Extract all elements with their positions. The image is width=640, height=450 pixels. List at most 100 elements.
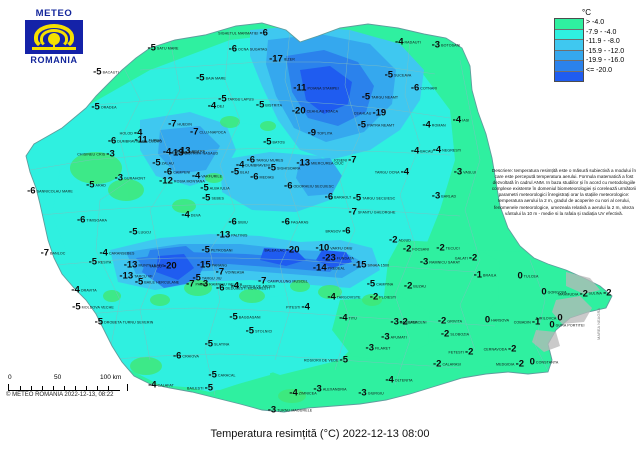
station-marker[interactable]: -4 ZIMNICEA	[289, 388, 316, 398]
station-marker[interactable]: 0 CONSTANTA	[530, 357, 559, 367]
station-marker[interactable]: -4 DUMBRAVENI	[236, 160, 270, 170]
station-marker[interactable]: -5 BAILE HERCULANE	[135, 277, 179, 287]
station-marker[interactable]: -3 AFUMATI	[381, 332, 407, 342]
station-marker[interactable]: -4 CURTEA DE ARGES	[231, 281, 276, 291]
station-marker[interactable]: -9 TOPLITA	[308, 128, 333, 138]
station-marker[interactable]: -6 DUMBRAVITA DE CODRU	[108, 136, 162, 146]
station-marker[interactable]: -1 BRAILA	[474, 270, 497, 280]
station-marker[interactable]: -7 PADES	[186, 279, 208, 289]
station-marker[interactable]: -4 CALAFAT	[148, 380, 174, 390]
station-marker[interactable]: -5 ALBA IULIA	[200, 183, 229, 193]
station-marker[interactable]: -6 DEDULESTI MORARESTI	[216, 283, 270, 293]
station-marker[interactable]: -7 VOINEASA	[216, 267, 245, 277]
station-marker[interactable]: -5 RESITA	[89, 257, 112, 267]
station-marker[interactable]: -2 PLOIESTI	[370, 292, 396, 302]
station-marker[interactable]: -5 BAIA MARE	[196, 73, 226, 83]
station-marker[interactable]: -5 PIATRA NEAMT	[358, 120, 395, 130]
station-marker[interactable]: -3 GURAHONT	[115, 173, 146, 183]
station-marker[interactable]: -7 BANLOC	[41, 248, 66, 258]
station-marker[interactable]: -23 FUNDATA	[322, 253, 354, 263]
station-marker[interactable]: -2 URZICENI	[399, 317, 426, 327]
station-marker[interactable]: -5 MOLDOVA VECHE	[72, 302, 114, 312]
station-marker[interactable]: -6 CRAIOVA	[173, 351, 199, 361]
station-marker[interactable]: -7 SFANTU GHEORGHE	[348, 207, 395, 217]
station-marker[interactable]: -2 CERNAVODA	[484, 344, 517, 354]
station-marker[interactable]: -17 IEZER	[269, 54, 295, 64]
station-marker[interactable]: -5 SUCEAVA	[385, 70, 412, 80]
station-marker[interactable]: -2 MAHMUDIA	[558, 289, 588, 299]
station-marker[interactable]: -2 ADJUD	[389, 235, 411, 245]
station-marker[interactable]: -2 FETESTI	[449, 347, 474, 357]
station-marker[interactable]: -6 CAMPENI	[164, 167, 191, 177]
station-marker[interactable]: -3 BANEASA	[390, 317, 417, 327]
station-marker[interactable]: 0 JURILOVCA	[535, 313, 562, 323]
station-marker[interactable]: -3 RAMNICU SARAT	[420, 257, 460, 267]
station-marker[interactable]: -10 VARFU OMU	[316, 243, 353, 253]
station-marker[interactable]: -4 DEVA	[181, 210, 200, 220]
station-marker[interactable]: -2 GRIVITA	[438, 316, 462, 326]
station-marker[interactable]: -3 FILARET	[366, 343, 391, 353]
station-marker[interactable]: -6 COTNARI	[411, 83, 437, 93]
station-marker[interactable]: -2 SULINA	[588, 288, 611, 298]
station-marker[interactable]: -4 BACAU	[411, 146, 433, 156]
station-marker[interactable]: -5 BACAUTI	[93, 67, 119, 77]
station-marker[interactable]: -5 TARGU NEAMT	[362, 92, 398, 102]
station-marker[interactable]: -5 TARGU JIU	[192, 273, 221, 283]
station-marker[interactable]: -4 ORAVITA	[71, 285, 96, 295]
station-marker[interactable]: -6 FAGARAS	[281, 217, 308, 227]
station-marker[interactable]: -5 ORADEA	[91, 102, 116, 112]
station-marker[interactable]: -3 BOTOSANI	[432, 40, 461, 50]
station-marker[interactable]: -6 ODORHEIU SECUIESC	[284, 181, 334, 191]
station-marker[interactable]: -5 STOLNICI	[246, 326, 273, 336]
station-marker[interactable]: -13 MIERCUREA CIUC	[296, 158, 343, 168]
station-marker[interactable]: -6 SIBIU	[228, 217, 247, 227]
station-marker[interactable]: -4 PITESTI	[286, 302, 310, 312]
station-marker[interactable]: -5 ZALAU	[152, 158, 174, 168]
station-marker[interactable]: -3 VASLUI	[454, 167, 477, 177]
station-marker[interactable]: -5 CARACAL	[208, 370, 235, 380]
station-marker[interactable]: -4 IASI	[453, 115, 470, 125]
station-marker[interactable]: -5 SEBES	[202, 193, 224, 203]
station-marker[interactable]: -4 RADAUTI	[395, 37, 421, 47]
station-marker[interactable]: -13 PALTINIS	[217, 230, 248, 240]
station-marker[interactable]: -5 BISTRITA	[256, 100, 282, 110]
station-marker[interactable]: -13 BISTRITA-NASAUD	[170, 148, 218, 158]
station-marker[interactable]: -5 TARGU LAPUS	[218, 94, 254, 104]
station-marker[interactable]: -14 PREDEAL	[313, 263, 345, 273]
station-marker[interactable]: -5 DROBETA TURNU SEVERIN	[95, 317, 154, 327]
station-marker[interactable]: 0 GURA PORTITEI	[549, 320, 584, 330]
station-marker[interactable]: -1 COBADIN	[514, 317, 541, 327]
station-marker[interactable]: -7 HUEDIN	[168, 119, 192, 129]
station-marker[interactable]: -2 FOCSANI	[403, 244, 429, 254]
station-marker[interactable]: -3 TURNU MAGURELE	[268, 405, 313, 415]
station-marker[interactable]: -15 SINAIA 1500	[353, 260, 389, 270]
station-marker[interactable]: -3 ALEXANDRIA	[313, 384, 346, 394]
station-marker[interactable]: -4 TARGOVISTE	[327, 292, 360, 302]
station-marker[interactable]: -2 MEDGIDIA	[496, 359, 524, 369]
station-marker[interactable]: -6 SANNICOLAU MARE	[27, 186, 73, 196]
station-marker[interactable]: -5 BLAJ	[231, 167, 249, 177]
station-marker[interactable]: -2 SLOBOZIA	[441, 329, 469, 339]
station-marker[interactable]: -2 GALATI	[455, 253, 478, 263]
station-marker[interactable]: -5 LUGOJ	[129, 227, 151, 237]
station-marker[interactable]: 0 GORGOVA	[541, 287, 566, 297]
station-marker[interactable]: -20 BALEA LAC	[264, 245, 299, 255]
station-marker[interactable]: -6 OCNA SUGATAG	[229, 44, 268, 54]
station-marker[interactable]: 0 HARSOVA	[485, 315, 509, 325]
station-marker[interactable]: -7 JOSENI	[333, 155, 356, 165]
station-marker[interactable]: -4 OLTENITA	[385, 375, 412, 385]
station-marker[interactable]: -6 MEDIAS	[250, 172, 274, 182]
station-marker[interactable]: -6 BARAOLT	[325, 192, 352, 202]
station-marker[interactable]: -4 ROMAN	[422, 120, 445, 130]
station-marker[interactable]: -4 TITU	[339, 313, 357, 323]
station-marker[interactable]: -5 BATOS	[263, 137, 285, 147]
station-marker[interactable]: -4 CARANSEBES	[99, 248, 134, 258]
station-marker[interactable]: -20 TARCU	[149, 261, 176, 271]
station-marker[interactable]: -5 ROSIORII DE VEDE	[304, 355, 348, 365]
station-marker[interactable]: -5 BAGDASANI	[229, 312, 260, 322]
station-marker[interactable]: -3 RAMNICU VALCEA	[200, 279, 243, 289]
station-marker[interactable]: -5 SLATINA	[205, 339, 230, 349]
romania-temperature-map[interactable]: MAREA NEAGRA	[0, 0, 640, 420]
station-marker[interactable]: -13 TARCU VF	[119, 271, 152, 281]
station-marker[interactable]: -4 VARFURILE	[192, 171, 222, 181]
